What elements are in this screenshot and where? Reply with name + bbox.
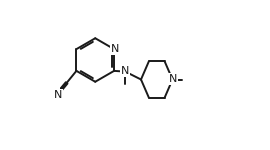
- Text: N: N: [169, 74, 177, 84]
- Text: N: N: [121, 66, 130, 76]
- Text: N: N: [53, 90, 62, 100]
- Text: N: N: [111, 44, 119, 54]
